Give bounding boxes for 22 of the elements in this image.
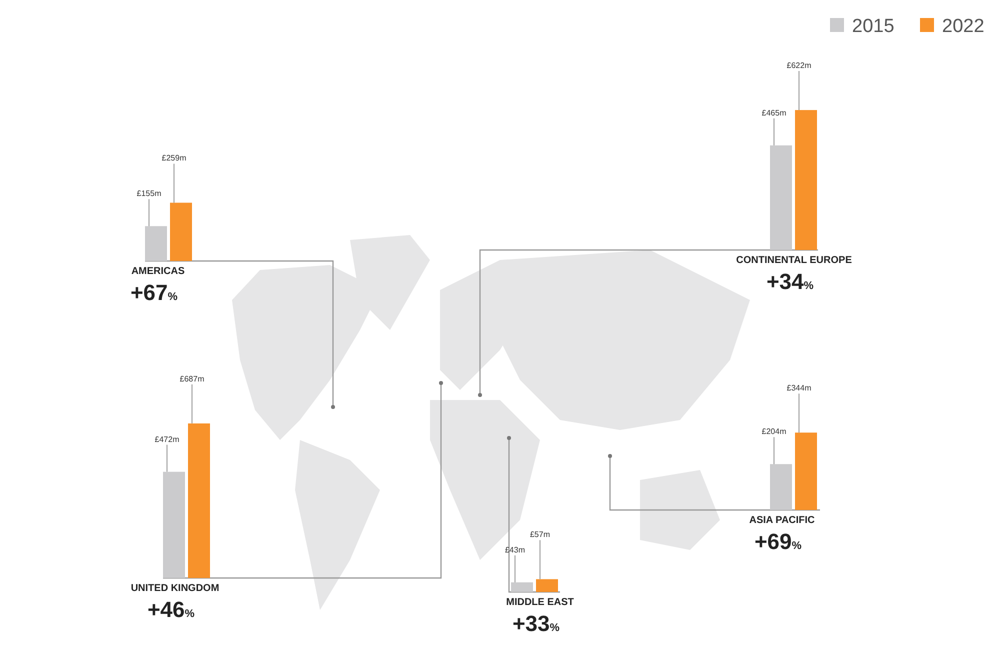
text: +67% (130, 280, 178, 305)
x-tick-label: CONTINENTAL EUROPE (736, 255, 852, 266)
text: +46% (147, 597, 195, 622)
data-label: £43m (504, 545, 526, 554)
data-label: £259m (162, 154, 187, 163)
x-tick-label: UNITED KINGDOM (130, 583, 220, 594)
text: +33% (512, 611, 560, 636)
text: +69% (754, 529, 802, 554)
data-label: £155m (136, 189, 162, 198)
x-tick-label: AMERICAS (131, 266, 185, 277)
x-tick-label: MIDDLE EAST (506, 597, 574, 608)
data-label: £57m (530, 530, 550, 540)
x-tick-label: ASIA PACIFIC (749, 515, 815, 526)
data-label: £687m (180, 374, 205, 384)
data-label: £465m (762, 108, 787, 118)
text: +34% (766, 269, 814, 294)
legend-label: 2015 (852, 16, 894, 37)
legend-label: 2022 (942, 16, 984, 37)
data-label: £204m (762, 427, 787, 436)
data-label: £622m (786, 61, 812, 70)
data-label: £344m (786, 384, 812, 393)
data-label: £472m (154, 434, 180, 444)
